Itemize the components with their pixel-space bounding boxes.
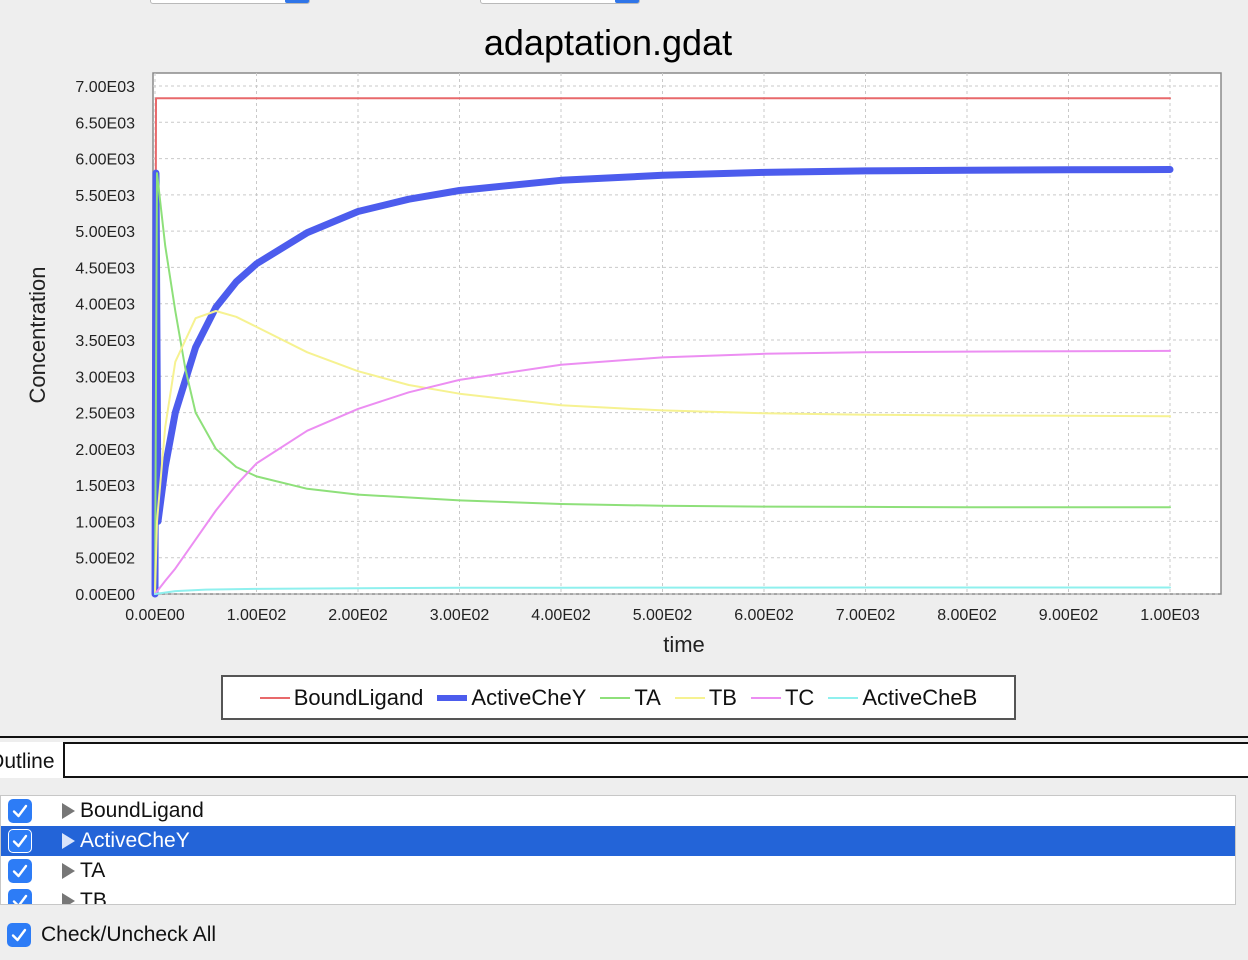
legend-label: ActiveCheB [862, 684, 978, 710]
y-tick-label: 2.50E03 [75, 406, 135, 423]
series-line-ta [154, 172, 1171, 595]
y-tick-label: 7.00E03 [75, 79, 135, 96]
y-tick-label: 2.00E03 [75, 442, 135, 459]
checkmark-icon [12, 894, 28, 904]
y-tick-label: 5.50E03 [75, 188, 135, 205]
expand-triangle-icon[interactable] [62, 803, 75, 819]
y-tick-label: 1.00E03 [75, 514, 135, 531]
tree-row-tb[interactable]: TB [1, 886, 1235, 905]
x-tick-label: 2.00E02 [328, 607, 388, 624]
legend-item-ta: TA [600, 684, 661, 711]
expand-triangle-icon[interactable] [62, 833, 75, 849]
x-tick-label: 9.00E02 [1039, 607, 1099, 624]
tree-row-label: TA [80, 859, 106, 882]
expand-triangle-icon[interactable] [62, 893, 75, 904]
series-line-boundligand [154, 97, 1171, 595]
divider [0, 736, 1248, 738]
legend-item-activechey: ActiveCheY [437, 685, 586, 711]
legend-label: BoundLigand [293, 684, 424, 710]
tree-row-label: TB [80, 889, 107, 905]
outline-tab-bar: Outline [0, 742, 1248, 778]
x-tick-label: 1.00E03 [1140, 607, 1200, 624]
check-all-label: Check/Uncheck All [41, 923, 217, 946]
series-line-tb [154, 310, 1171, 595]
y-tick-label: 6.00E03 [75, 152, 135, 169]
line-chart: adaptation.gdat 0.00E00 1.00E02 2.00E02 3.0… [25, 22, 1222, 657]
series-line-activecheb [154, 586, 1171, 595]
y-tick-label: 5.00E02 [75, 551, 135, 568]
chart-legend: BoundLigand ActiveCheY TA TB TC ActiveCheB [221, 675, 1016, 720]
legend-swatch [437, 694, 468, 701]
x-tick-label: 0.00E00 [125, 607, 185, 624]
y-tick-label: 0.00E00 [75, 587, 135, 604]
series-checkbox[interactable] [8, 829, 32, 853]
x-tick-label: 7.00E02 [836, 607, 896, 624]
top-dropdown-1[interactable] [150, 0, 310, 4]
outline-tree[interactable]: BoundLigand ActiveCheY TA TB [0, 795, 1236, 905]
legend-label: ActiveCheY [471, 684, 587, 710]
dropdown-arrow-icon [285, 0, 309, 3]
expand-triangle-icon[interactable] [62, 863, 75, 879]
series-checkbox[interactable] [8, 799, 32, 823]
legend-swatch [259, 696, 290, 699]
tree-row-ta[interactable]: TA [1, 856, 1235, 886]
y-tick-label: 5.00E03 [75, 224, 135, 241]
tab-outline-label: Outline [0, 750, 55, 773]
x-tick-label: 8.00E02 [937, 607, 997, 624]
check-uncheck-all[interactable]: Check/Uncheck All [0, 920, 216, 950]
x-tick-label: 4.00E02 [531, 607, 591, 624]
x-tick-label: 1.00E02 [227, 607, 287, 624]
y-tick-label: 4.50E03 [75, 260, 135, 277]
legend-swatch [600, 696, 631, 699]
legend-item-tb: TB [674, 684, 737, 711]
legend-item-activecheb: ActiveCheB [828, 685, 977, 711]
y-tick-label: 3.50E03 [75, 333, 135, 350]
series-line-tc [154, 349, 1171, 595]
legend-swatch [828, 696, 859, 699]
series-line-activechey [151, 166, 1174, 598]
y-tick-label: 3.00E03 [75, 369, 135, 386]
legend-item-tc: TC [750, 684, 815, 711]
chart-title: adaptation.gdat [484, 22, 732, 63]
y-axis-title: Concentration [25, 267, 50, 404]
checkmark-icon [12, 864, 28, 878]
plot-area [152, 72, 1222, 595]
x-tick-label: 3.00E02 [430, 607, 490, 624]
legend-label: TA [634, 684, 661, 710]
tree-row-boundligand[interactable]: BoundLigand [1, 796, 1235, 826]
tree-row-activechey[interactable]: ActiveCheY [1, 826, 1235, 856]
checkmark-icon [11, 928, 27, 942]
checkmark-icon [12, 804, 28, 818]
legend-label: TC [784, 684, 815, 710]
x-axis-title: time [663, 632, 705, 657]
y-tick-label: 1.50E03 [75, 478, 135, 495]
x-tick-label: 6.00E02 [734, 607, 794, 624]
dropdown-arrow-icon [615, 0, 639, 3]
top-dropdown-2[interactable] [480, 0, 640, 4]
series-checkbox[interactable] [8, 859, 32, 883]
legend-item-boundligand: BoundLigand [259, 684, 424, 711]
legend-swatch [750, 696, 781, 699]
legend-swatch [674, 696, 705, 699]
tab-outline[interactable]: Outline [0, 742, 65, 778]
legend-label: TB [708, 684, 737, 710]
y-tick-label: 4.00E03 [75, 297, 135, 314]
chart-panel: adaptation.gdat 0.00E00 1.00E02 2.00E02 3.0… [25, 22, 1222, 720]
tree-row-label: ActiveCheY [80, 829, 190, 852]
tree-row-label: BoundLigand [80, 799, 204, 822]
check-all-checkbox[interactable] [7, 923, 31, 947]
y-tick-label: 6.50E03 [75, 115, 135, 132]
series-checkbox[interactable] [8, 889, 32, 904]
x-tick-label: 5.00E02 [633, 607, 693, 624]
checkmark-icon [12, 834, 28, 848]
